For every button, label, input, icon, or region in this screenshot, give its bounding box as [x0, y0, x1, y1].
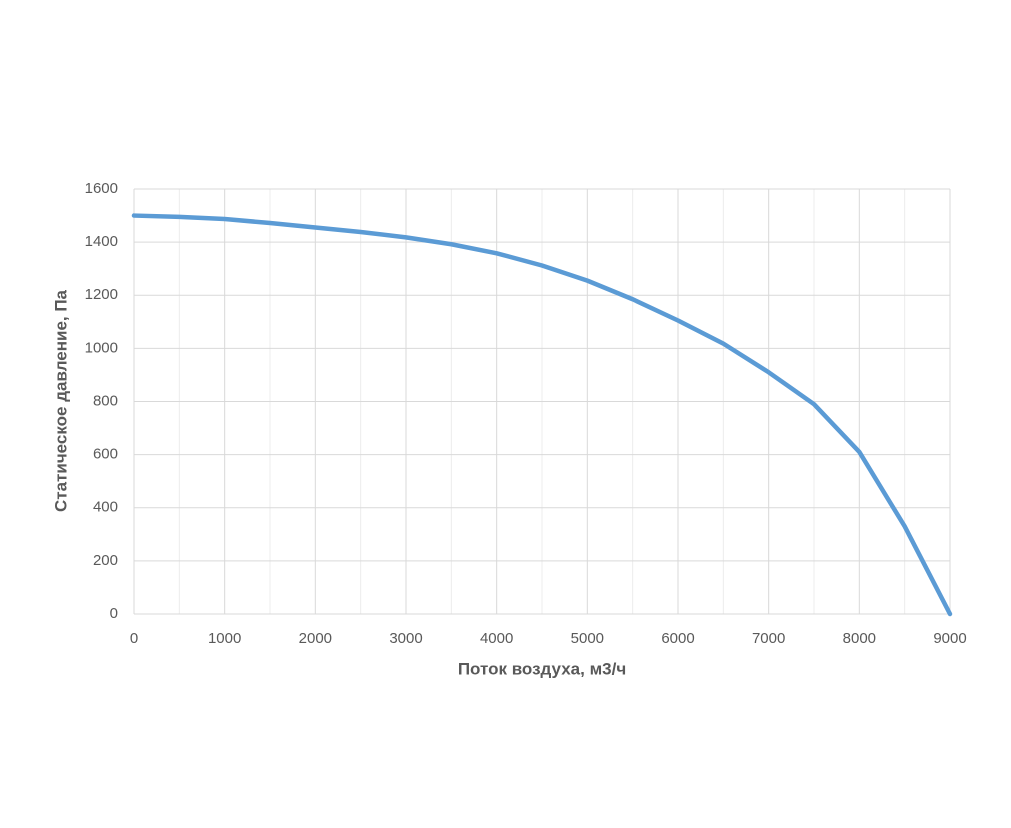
x-tick-label: 1000 [208, 630, 241, 647]
y-tick-label: 600 [93, 446, 118, 463]
line [131, 213, 953, 617]
x-tick-label: 9000 [933, 630, 966, 647]
x-axis-title: Поток воздуха, м3/ч [458, 659, 626, 678]
y-tick-label: 800 [93, 392, 118, 409]
y-tick-label: 1200 [85, 286, 118, 303]
x-tick-label: 0 [130, 630, 138, 647]
y-tick-label: 1600 [85, 180, 118, 197]
x-tick-label: 4000 [480, 630, 513, 647]
x-tick-label: 5000 [571, 630, 604, 647]
x-tick-label: 2000 [299, 630, 332, 647]
y-tick-label: 1000 [85, 339, 118, 356]
x-tick-label: 6000 [661, 630, 694, 647]
y-tick-label: 200 [93, 552, 118, 569]
x-tick-label: 3000 [389, 630, 422, 647]
y-tick-label: 1400 [85, 233, 118, 250]
y-tick-label: 400 [93, 499, 118, 516]
y-tick-label: 0 [110, 605, 118, 622]
x-tick-label: 7000 [752, 630, 785, 647]
y-axis-title: Статическое давление, Па [51, 289, 70, 512]
x-tick-label: 8000 [843, 630, 876, 647]
